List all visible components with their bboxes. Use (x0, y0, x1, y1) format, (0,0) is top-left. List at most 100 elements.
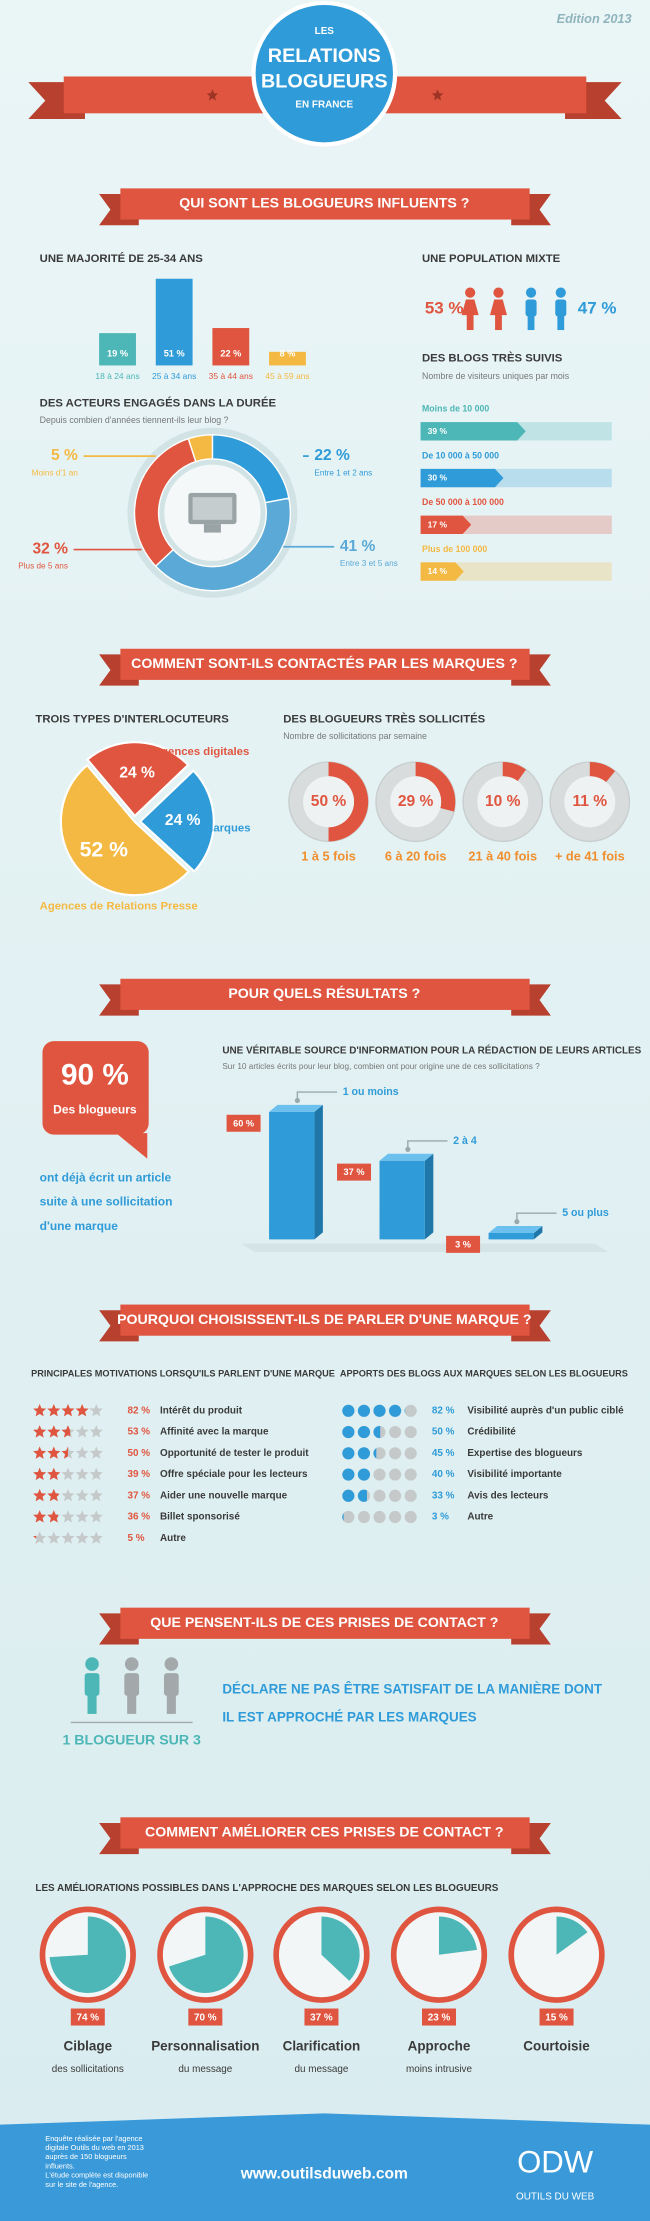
value-label: 3 % (455, 1240, 471, 1250)
category-label: Moins de 10 000 (422, 404, 489, 414)
star-full (33, 1403, 47, 1417)
banner-title: POUR QUELS RÉSULTATS ? (228, 985, 420, 1002)
star-ornament (206, 89, 219, 101)
person-head (555, 287, 566, 298)
connector (516, 1212, 557, 1222)
value-label: 51 % (164, 349, 185, 359)
star-empty (89, 1488, 103, 1502)
value-label: 53 % (425, 298, 464, 317)
category-label: Billet sponsorisé (160, 1512, 240, 1523)
subtitle: Depuis combien d'années tiennent-ils leu… (40, 415, 229, 425)
value-label: 23 % (428, 2012, 451, 2023)
dot-full (389, 1404, 402, 1417)
result-text: ont déjà écrit un article (40, 1171, 172, 1185)
category-label: Crédibilité (467, 1427, 516, 1438)
connector-dot (514, 1219, 520, 1225)
value-label: 29 % (398, 793, 434, 810)
category-label: Autre (467, 1512, 493, 1523)
value-label: 39 % (127, 1469, 150, 1480)
dot-full (342, 1513, 344, 1521)
pie-slice (85, 741, 190, 818)
category-label: Marques (204, 823, 251, 835)
header-title: LES (315, 26, 335, 37)
category-label: Personnalisation (151, 2038, 259, 2053)
category-label: 25 à 34 ans (152, 371, 196, 381)
visitors-bar (420, 422, 526, 441)
dot-empty (373, 1468, 386, 1481)
person-icon (489, 287, 507, 331)
gauge-fill (415, 762, 456, 812)
category-label: Affinité avec la marque (160, 1427, 269, 1438)
category-label: Courtoisie (523, 2038, 590, 2053)
dot-empty (389, 1510, 402, 1524)
connector (296, 1091, 338, 1101)
value-label: 5 % (127, 1533, 144, 1544)
footer-band (0, 2113, 650, 2221)
dot-empty (404, 1489, 417, 1502)
star-empty (33, 1531, 47, 1544)
value-label: 37 % (127, 1490, 150, 1501)
star-full (47, 1467, 61, 1481)
dot-full (342, 1404, 355, 1417)
banner (120, 1817, 530, 1849)
dot-empty (404, 1425, 417, 1439)
star-full (89, 1408, 91, 1410)
header-title: RELATIONS (268, 45, 381, 67)
value-label: 17 % (428, 519, 448, 529)
star-empty (89, 1425, 103, 1438)
person-head (465, 287, 476, 298)
value-label: 40 % (432, 1469, 455, 1480)
bar-side (314, 1104, 323, 1240)
category-label: Entre 1 et 2 ans (314, 468, 372, 477)
dot-empty (389, 1447, 402, 1460)
star-rating (33, 1446, 68, 1459)
dot-rating (342, 1425, 381, 1439)
value-label: 82 % (432, 1405, 455, 1416)
dot-empty (404, 1510, 417, 1524)
star-rating (33, 1510, 59, 1523)
value-box (304, 2008, 339, 2026)
dot-empty (404, 1468, 417, 1481)
value-box (226, 1114, 261, 1132)
star-empty (75, 1510, 89, 1523)
category-label: Opportunité de tester le produit (160, 1448, 309, 1459)
star-full (61, 1425, 71, 1438)
subtitle: Nombre de sollicitations par semaine (283, 731, 427, 741)
section-title: APPORTS DES BLOGS AUX MARQUES SELON LES … (340, 1368, 628, 1378)
banner-title: POURQUOI CHOISISSENT-ILS DE PARLER D'UNE… (117, 1312, 531, 1328)
visitors-bar (420, 515, 472, 535)
header-title: BLOGUEURS (261, 70, 388, 92)
monitor-screen (192, 497, 233, 520)
category-label: 5 ou plus (562, 1207, 609, 1219)
improvement-sector (168, 1916, 244, 1993)
value-label: 32 % (32, 541, 68, 558)
star-full (33, 1488, 47, 1502)
section-title: DES BLOGS TRÈS SUIVIS (422, 351, 563, 364)
star-full (33, 1535, 37, 1544)
speech-bubble (42, 1041, 149, 1135)
section-title: PRINCIPALES MOTIVATIONS LORSQU'ILS PARLE… (31, 1368, 335, 1378)
banner-title: COMMENT SONT-ILS CONTACTÉS PAR LES MARQU… (131, 655, 517, 672)
star-full (61, 1446, 68, 1459)
person-legs (527, 313, 535, 331)
value-label: 30 % (428, 473, 448, 483)
person-legs (166, 1692, 176, 1714)
dot-full (357, 1404, 371, 1417)
age-bar (99, 333, 136, 366)
banner-title: QUE PENSENT-ILS DE CES PRISES DE CONTACT… (150, 1615, 498, 1631)
banner (120, 188, 530, 220)
source-bar (269, 1111, 315, 1240)
banner (120, 1304, 530, 1336)
improvement-sector (556, 1916, 588, 1955)
category-label: Visibilité auprès d'un public ciblé (467, 1405, 624, 1416)
value-label: 39 % (428, 426, 448, 436)
result-text: suite à une sollicitation (40, 1195, 173, 1209)
star-empty (89, 1446, 103, 1459)
age-bar (269, 351, 306, 366)
visitors-bar (420, 562, 464, 581)
category-detail: moins intrusive (406, 2064, 473, 2075)
dot-full (373, 1404, 386, 1417)
logo-sub: OUTILS DU WEB (516, 2192, 595, 2203)
